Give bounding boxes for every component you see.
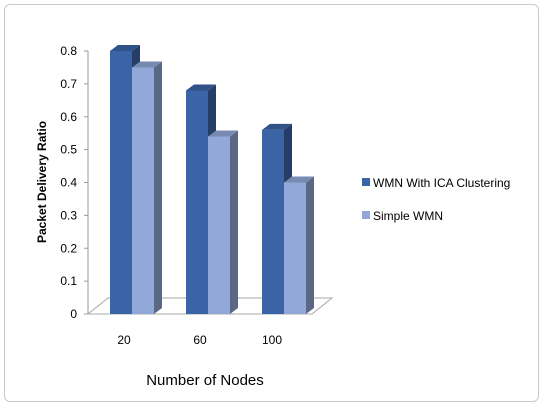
legend-label-1: WMN With ICA Clustering (373, 176, 510, 190)
bar-front (110, 51, 132, 314)
bars (110, 45, 314, 315)
bar-top (284, 176, 314, 183)
legend-swatch-1 (362, 178, 370, 186)
bar-front (186, 90, 208, 314)
y-axis-title: Packet Delivery Ratio (35, 121, 49, 243)
bar-side (154, 61, 162, 314)
bar-front (132, 67, 154, 314)
y-tick-label: 0.1 (60, 274, 77, 288)
bar-simple-60 (208, 130, 238, 314)
y-tick-label: 0.6 (60, 110, 77, 124)
x-tick-label: 20 (117, 333, 131, 347)
bar-side (306, 176, 314, 314)
y-axis: 0 0.1 0.2 0.3 0.4 0.5 0.6 0.7 0.8 (60, 44, 89, 321)
y-tick-label: 0.8 (60, 44, 77, 58)
y-tick-label: 0.7 (60, 77, 77, 91)
bar-front (284, 182, 306, 314)
y-tick-label: 0.3 (60, 208, 77, 222)
bar-top (208, 130, 238, 137)
y-tick-label: 0 (70, 307, 77, 321)
x-axis: 20 60 100 (117, 333, 282, 347)
bar-top (262, 123, 292, 130)
x-axis-title: Number of Nodes (146, 372, 264, 389)
bar-top (110, 45, 140, 51)
bar-top (132, 61, 162, 68)
y-tick-label: 0.2 (60, 241, 77, 255)
bar-front (262, 129, 284, 314)
legend: WMN With ICA Clustering Simple WMN (362, 176, 510, 223)
x-tick-label: 100 (262, 333, 282, 347)
bar-top (186, 84, 216, 91)
bar-simple-100 (284, 176, 314, 314)
y-tick-label: 0.4 (60, 176, 77, 190)
bar-front (208, 136, 230, 314)
bar-simple-20 (132, 61, 162, 314)
legend-swatch-2 (362, 211, 370, 219)
x-tick-label: 60 (193, 333, 207, 347)
y-tick-label: 0.5 (60, 143, 77, 157)
legend-label-2: Simple WMN (373, 209, 443, 223)
bar-side (230, 130, 238, 314)
